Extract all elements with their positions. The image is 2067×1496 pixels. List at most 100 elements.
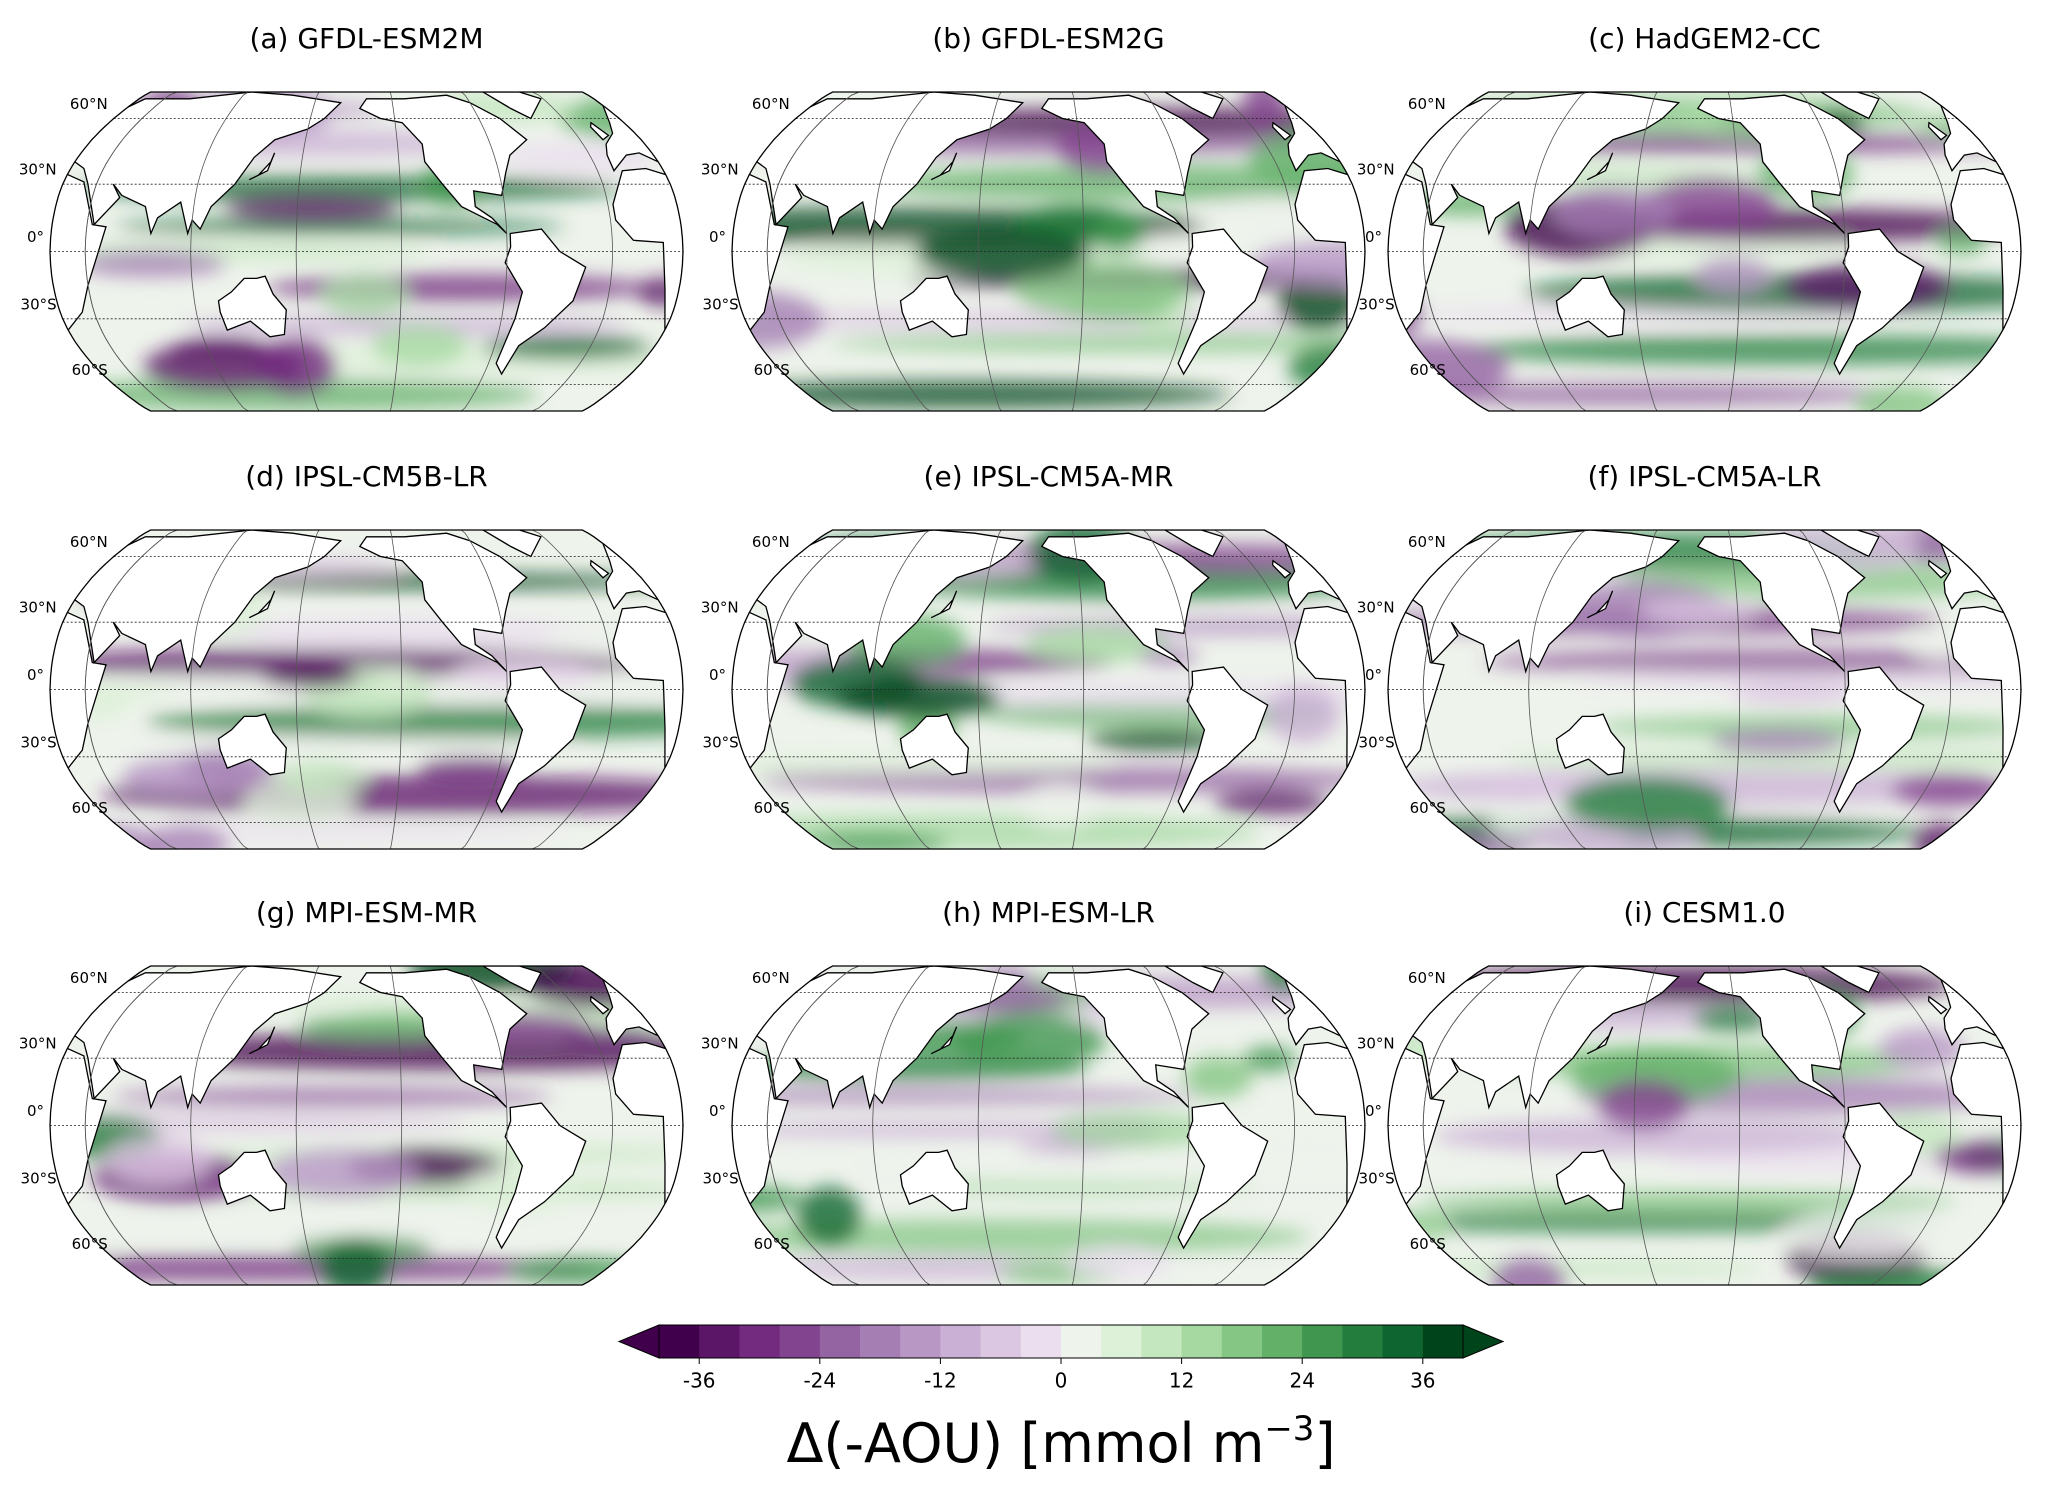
- land: [495, 228, 587, 376]
- field-blob: [1692, 1008, 1772, 1031]
- land: [1927, 121, 1948, 141]
- map-outline: [1387, 965, 2022, 1286]
- land: [0, 533, 5, 671]
- land: [589, 559, 610, 579]
- lat-label: 0°: [27, 666, 44, 684]
- lat-label: 0°: [27, 228, 44, 246]
- lat-label: 60°S: [754, 361, 790, 379]
- field-blob: [1025, 626, 1169, 663]
- land: [1177, 666, 1269, 814]
- field-blob: [1066, 1245, 1171, 1280]
- land: [899, 275, 969, 338]
- colorbar-tick-label: 0: [1055, 1369, 1068, 1393]
- field-blob: [1214, 790, 1329, 815]
- lat-label: 0°: [1365, 228, 1382, 246]
- field-blob: [1021, 782, 1101, 829]
- colorbar-segment: [1221, 1325, 1263, 1358]
- field-blob: [507, 1257, 652, 1284]
- land: [1162, 966, 1224, 994]
- land: [1833, 666, 1925, 814]
- panel-title: (f) IPSL-CM5A-LR: [1588, 460, 1822, 493]
- land: [480, 530, 542, 558]
- land: [217, 275, 287, 338]
- lat-label: 60°S: [72, 799, 108, 817]
- field-band: [112, 1086, 553, 1107]
- field-band: [1388, 1211, 1938, 1233]
- panel-title: (b) GFDL-ESM2G: [932, 22, 1164, 55]
- field-blob: [1563, 776, 1731, 831]
- land: [930, 152, 958, 181]
- land: [480, 92, 542, 120]
- land: [930, 590, 958, 619]
- colorbar-segment: [739, 1325, 781, 1358]
- land: [735, 559, 761, 579]
- lat-label: 30°N: [1357, 599, 1395, 617]
- field-blob: [277, 759, 366, 795]
- field-blob: [950, 1013, 1107, 1068]
- land: [1391, 559, 1417, 579]
- lat-label: 30°N: [701, 1035, 739, 1053]
- field-blob: [319, 1238, 391, 1285]
- field-band: [732, 380, 1232, 409]
- field-band: [1418, 1191, 1957, 1213]
- lat-label: 60°N: [752, 95, 790, 113]
- map-panel: (c) HadGEM2-CC 60°N 30°N 0° 30°S 60°S: [1357, 22, 2022, 412]
- field-blob: [105, 1135, 211, 1185]
- land: [1555, 275, 1625, 338]
- lat-label: 60°S: [1410, 361, 1446, 379]
- colorbar-segment: [699, 1325, 740, 1358]
- lat-label: 30°S: [703, 295, 739, 313]
- lat-label: 0°: [1365, 1102, 1382, 1120]
- colorbar-tick-label: -12: [924, 1369, 957, 1393]
- panel-title: (c) HadGEM2-CC: [1588, 22, 1821, 55]
- colorbar-segment: [940, 1325, 982, 1358]
- field-blob: [264, 1148, 420, 1198]
- field-blob: [1935, 1142, 2021, 1174]
- land: [1177, 1102, 1269, 1250]
- land: [480, 966, 542, 994]
- land: [1833, 228, 1925, 376]
- colorbar-segment: [1141, 1325, 1183, 1358]
- lat-label: 30°N: [701, 161, 739, 179]
- land: [53, 559, 79, 579]
- field-blob: [1712, 729, 1845, 754]
- colorbar-tick-label: -36: [683, 1369, 716, 1393]
- land: [248, 152, 276, 181]
- field-blob: [144, 825, 230, 849]
- lat-label: 60°N: [1408, 969, 1446, 987]
- land: [1818, 530, 1880, 558]
- field-blob: [1732, 680, 1856, 706]
- land: [1294, 1041, 1365, 1206]
- colorbar-segment: [900, 1325, 941, 1358]
- lat-label: 30°N: [1357, 161, 1395, 179]
- land: [1927, 559, 1948, 579]
- field-blob: [1779, 1211, 1952, 1261]
- lat-label: 30°S: [703, 733, 739, 751]
- land: [1040, 94, 1210, 234]
- field-blob: [1878, 1028, 1964, 1069]
- lat-label: 30°S: [1359, 1169, 1395, 1187]
- field-blob: [1092, 215, 1145, 253]
- land: [1162, 530, 1224, 558]
- colorbar-segment: [1342, 1325, 1384, 1358]
- land: [495, 666, 587, 814]
- map-outline: [1387, 529, 2022, 850]
- lat-label: 60°N: [1408, 533, 1446, 551]
- field-blob: [1242, 92, 1287, 128]
- land: [612, 1041, 683, 1206]
- land: [735, 995, 761, 1015]
- lat-label: 30°S: [1359, 733, 1395, 751]
- land: [589, 995, 610, 1015]
- map-outline: [49, 529, 684, 850]
- field-blob: [261, 665, 359, 688]
- land: [0, 95, 5, 233]
- land: [1271, 995, 1292, 1015]
- land: [899, 713, 969, 776]
- lat-label: 60°N: [1408, 95, 1446, 113]
- colorbar-segment: [1422, 1325, 1464, 1358]
- field-blob: [557, 94, 683, 142]
- land: [1696, 968, 1866, 1108]
- land: [735, 121, 761, 141]
